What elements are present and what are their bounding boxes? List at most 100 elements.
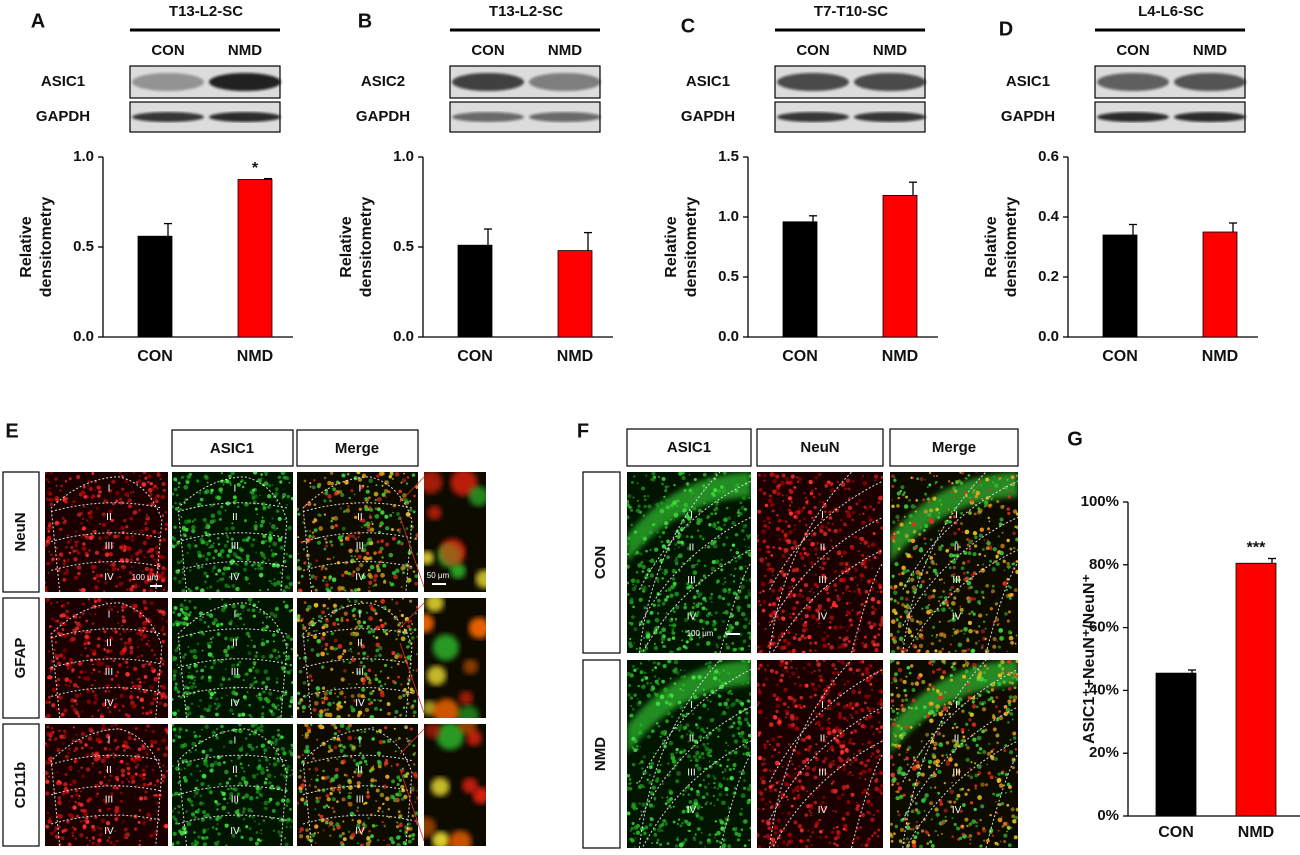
cell [113, 605, 116, 608]
cell [814, 641, 818, 645]
cell [54, 641, 58, 644]
cell [350, 694, 355, 698]
cell [261, 792, 264, 795]
cell [324, 567, 328, 571]
cell [660, 540, 664, 544]
cell [219, 683, 224, 687]
cell [376, 507, 381, 512]
cell [748, 635, 751, 640]
cell [128, 747, 132, 750]
cell [641, 564, 646, 570]
cell [661, 577, 664, 580]
cell [929, 508, 934, 513]
cell [793, 485, 797, 489]
blot-row-label: GAPDH [681, 108, 735, 125]
cell [118, 663, 122, 667]
cell [838, 561, 843, 566]
cell [208, 613, 214, 618]
cell [847, 487, 851, 491]
cell [375, 564, 379, 568]
cell [672, 623, 677, 628]
cell [281, 764, 284, 767]
cell [980, 484, 982, 486]
zoom-guide [399, 476, 425, 503]
cell [350, 756, 353, 759]
cell [694, 563, 697, 567]
cell [729, 548, 732, 552]
cell [173, 487, 178, 492]
cell [999, 636, 1004, 641]
cell [209, 585, 213, 589]
cell [364, 506, 369, 512]
cell [342, 745, 346, 749]
cell [150, 701, 155, 706]
cell [1006, 479, 1009, 481]
cell [784, 551, 787, 554]
cell [322, 829, 325, 832]
cell [1012, 509, 1018, 514]
cell [193, 518, 197, 521]
cell [106, 740, 109, 744]
cell [365, 489, 370, 494]
cell [328, 691, 333, 695]
cell [139, 633, 142, 636]
cell [59, 621, 64, 626]
cell [297, 755, 301, 759]
cell [194, 544, 198, 548]
lamina-label: II [232, 765, 238, 776]
cell [172, 842, 175, 846]
cell [844, 487, 847, 491]
cell [192, 730, 196, 734]
cell [230, 787, 233, 790]
cell [802, 622, 808, 628]
outline [50, 728, 163, 846]
cell [407, 581, 410, 584]
cell [385, 632, 389, 636]
cell [748, 589, 750, 592]
cell [314, 824, 319, 829]
cell [189, 649, 194, 654]
cell [207, 625, 210, 628]
cell [224, 769, 229, 775]
cell [955, 553, 960, 558]
lamina-line [51, 532, 162, 543]
cell [992, 651, 995, 653]
cell [722, 776, 726, 780]
cell [748, 496, 751, 499]
cell [649, 611, 654, 615]
cell [180, 743, 185, 749]
cell [210, 641, 213, 644]
cell [799, 588, 803, 593]
cell [371, 737, 375, 741]
cell [398, 531, 401, 534]
cell [860, 561, 865, 566]
cell [776, 487, 781, 492]
cell [186, 686, 190, 690]
cell [242, 695, 247, 699]
cell [57, 825, 61, 829]
cell [899, 615, 903, 619]
cell [309, 481, 312, 485]
cell [373, 491, 379, 497]
cell [54, 477, 58, 481]
cell [83, 642, 87, 646]
cell [977, 506, 981, 510]
cell [407, 822, 411, 826]
cell [703, 546, 707, 549]
cell [206, 787, 210, 791]
lamina-line [51, 502, 162, 513]
cell [356, 823, 361, 828]
cell [145, 642, 149, 646]
cell [113, 738, 118, 743]
cell [376, 474, 380, 478]
dots [424, 598, 486, 718]
cell [707, 840, 712, 845]
cell [247, 598, 253, 602]
cell [350, 650, 353, 653]
cell [662, 515, 667, 520]
cell [379, 699, 382, 703]
cell [207, 678, 212, 683]
cell [647, 504, 652, 509]
cell [738, 647, 742, 651]
cell [287, 586, 291, 590]
